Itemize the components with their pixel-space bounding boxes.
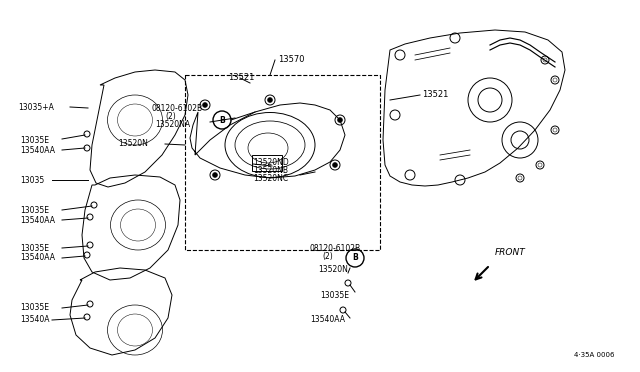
Text: 13540AA: 13540AA	[20, 215, 55, 224]
Text: 13520NA: 13520NA	[155, 119, 190, 128]
Circle shape	[212, 173, 218, 177]
Text: 13035E: 13035E	[20, 304, 49, 312]
Text: 13520NB: 13520NB	[253, 166, 288, 174]
Text: 08120-6102B: 08120-6102B	[310, 244, 361, 253]
Text: 13520N: 13520N	[318, 266, 348, 275]
Text: FRONT: FRONT	[495, 248, 525, 257]
Text: 13540A: 13540A	[20, 315, 49, 324]
Text: (2): (2)	[165, 112, 176, 121]
Text: 13035E: 13035E	[20, 205, 49, 215]
Circle shape	[268, 97, 273, 103]
Text: 13035+A: 13035+A	[18, 103, 54, 112]
Circle shape	[333, 163, 337, 167]
Text: 13520ND: 13520ND	[253, 157, 289, 167]
Text: 4·35A 0006: 4·35A 0006	[575, 352, 615, 358]
Text: 13570: 13570	[278, 55, 305, 64]
Circle shape	[202, 103, 207, 108]
Text: (2): (2)	[322, 251, 333, 260]
Text: 13035E: 13035E	[320, 291, 349, 299]
Text: 08120-6102B: 08120-6102B	[152, 103, 203, 112]
Bar	[252, 155, 282, 171]
Text: 13035: 13035	[20, 176, 44, 185]
Bar	[185, 75, 380, 250]
Text: 13540AA: 13540AA	[20, 253, 55, 263]
Text: 13035E: 13035E	[20, 135, 49, 144]
Circle shape	[337, 118, 342, 122]
Text: 13521: 13521	[422, 90, 449, 99]
Text: 13520N: 13520N	[118, 138, 148, 148]
Text: 13520NC: 13520NC	[253, 173, 288, 183]
Text: B: B	[219, 115, 225, 125]
Text: 13540AA: 13540AA	[310, 315, 345, 324]
Text: 13035E: 13035E	[20, 244, 49, 253]
Text: B: B	[352, 253, 358, 263]
Text: 13521: 13521	[228, 73, 254, 81]
Text: 13540AA: 13540AA	[20, 145, 55, 154]
